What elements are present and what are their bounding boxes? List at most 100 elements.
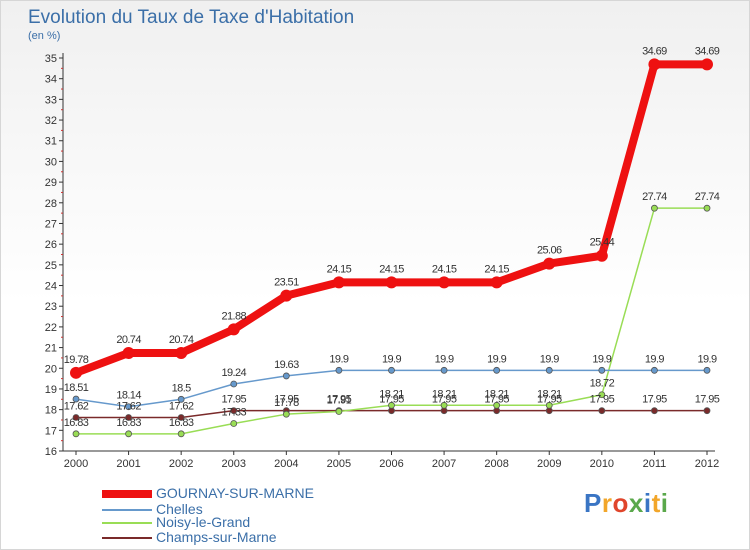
data-point	[230, 407, 238, 415]
data-point	[598, 366, 606, 374]
data-point	[282, 372, 290, 380]
data-point	[543, 257, 556, 270]
x-tick-label: 2007	[432, 458, 456, 470]
y-tick-label: 35	[45, 53, 57, 65]
data-point	[177, 430, 185, 438]
data-label: 17.33	[221, 406, 246, 418]
data-label: 19.9	[645, 353, 664, 365]
data-label: 24.15	[327, 263, 352, 275]
data-label: 17.95	[484, 394, 509, 406]
data-point	[230, 380, 238, 388]
data-point	[440, 401, 448, 409]
data-point	[545, 366, 553, 374]
x-tick-label: 2005	[327, 458, 351, 470]
data-label: 24.15	[484, 263, 509, 275]
data-label: 16.83	[64, 417, 89, 429]
x-tick-label: 2010	[590, 458, 614, 470]
data-label: 17.62	[116, 400, 141, 412]
chart-unit: (en %)	[28, 30, 61, 42]
data-point	[545, 401, 553, 409]
x-tick-label: 2006	[379, 458, 403, 470]
x-tick-label: 2009	[537, 458, 561, 470]
legend-swatch	[102, 537, 152, 539]
legend-label: Noisy-le-Grand	[156, 514, 251, 530]
data-point	[493, 366, 501, 374]
chart-title: Evolution du Taux de Taxe d'Habitation	[28, 7, 355, 28]
data-label: 17.62	[169, 400, 194, 412]
data-label: 19.9	[487, 353, 506, 365]
data-point	[703, 204, 711, 212]
y-tick-label: 16	[45, 446, 57, 458]
data-label: 17.95	[590, 394, 615, 406]
data-label: 34.69	[695, 45, 720, 57]
data-point	[227, 323, 240, 336]
data-label: 17.95	[221, 394, 246, 406]
data-label: 17.95	[274, 394, 299, 406]
data-point	[598, 407, 606, 415]
data-point	[280, 289, 293, 302]
x-tick-label: 2003	[222, 458, 246, 470]
data-label: 16.83	[169, 417, 194, 429]
data-label: 17.95	[537, 394, 562, 406]
data-label: 23.51	[274, 277, 299, 289]
data-point	[177, 395, 185, 403]
data-label: 17.78	[274, 397, 299, 409]
data-label: 18.21	[537, 388, 562, 400]
y-tick-label: 29	[45, 177, 57, 189]
data-point	[648, 58, 661, 71]
legend-label: Chelles	[156, 501, 203, 517]
data-label: 19.9	[435, 353, 454, 365]
data-label: 20.74	[169, 334, 194, 346]
legend-label: Champs-sur-Marne	[156, 529, 277, 545]
data-point	[282, 410, 290, 418]
data-point	[438, 276, 451, 289]
data-point	[122, 346, 135, 359]
data-label: 18.21	[484, 388, 509, 400]
data-label: 18.51	[64, 382, 89, 394]
data-label: 18.14	[116, 390, 141, 402]
x-tick-label: 2004	[274, 458, 298, 470]
data-point	[175, 346, 188, 359]
data-label: 24.15	[379, 263, 404, 275]
logo-letter: P	[584, 488, 602, 518]
y-tick-label: 30	[45, 156, 57, 168]
y-tick-label: 34	[45, 74, 57, 86]
data-point	[335, 408, 343, 415]
data-label: 17.95	[695, 394, 720, 406]
data-point	[595, 249, 608, 262]
x-tick-label: 2008	[484, 458, 508, 470]
logo-letter: o	[612, 488, 629, 518]
data-label: 19.9	[592, 353, 611, 365]
y-tick-label: 24	[45, 281, 57, 293]
legend-label: GOURNAY-SUR-MARNE	[156, 485, 314, 501]
y-tick-label: 33	[45, 94, 57, 106]
data-point	[388, 366, 395, 374]
data-point	[651, 407, 658, 415]
data-point	[490, 276, 503, 289]
data-point	[125, 403, 132, 411]
data-label: 25.44	[590, 237, 615, 249]
data-label: 19.9	[329, 353, 348, 365]
data-point	[493, 401, 501, 409]
data-point	[701, 58, 713, 71]
data-point	[72, 414, 80, 421]
y-tick-label: 22	[45, 322, 57, 334]
proxiti-logo: Proxiti	[584, 488, 668, 519]
data-label: 17.95	[327, 394, 352, 406]
data-label: 19.9	[540, 353, 559, 365]
data-point	[385, 276, 398, 289]
data-label: 21.88	[221, 310, 246, 322]
logo-letter: r	[601, 488, 613, 518]
data-point	[651, 366, 658, 374]
data-label: 17.91	[327, 394, 352, 406]
data-point	[230, 420, 238, 427]
data-point	[651, 204, 658, 212]
y-tick-label: 18	[45, 405, 57, 417]
data-point	[72, 430, 80, 438]
y-tick-label: 28	[45, 198, 57, 210]
y-tick-label: 19	[45, 384, 57, 396]
x-tick-label: 2011	[643, 458, 667, 470]
x-tick-label: 2001	[116, 458, 140, 470]
